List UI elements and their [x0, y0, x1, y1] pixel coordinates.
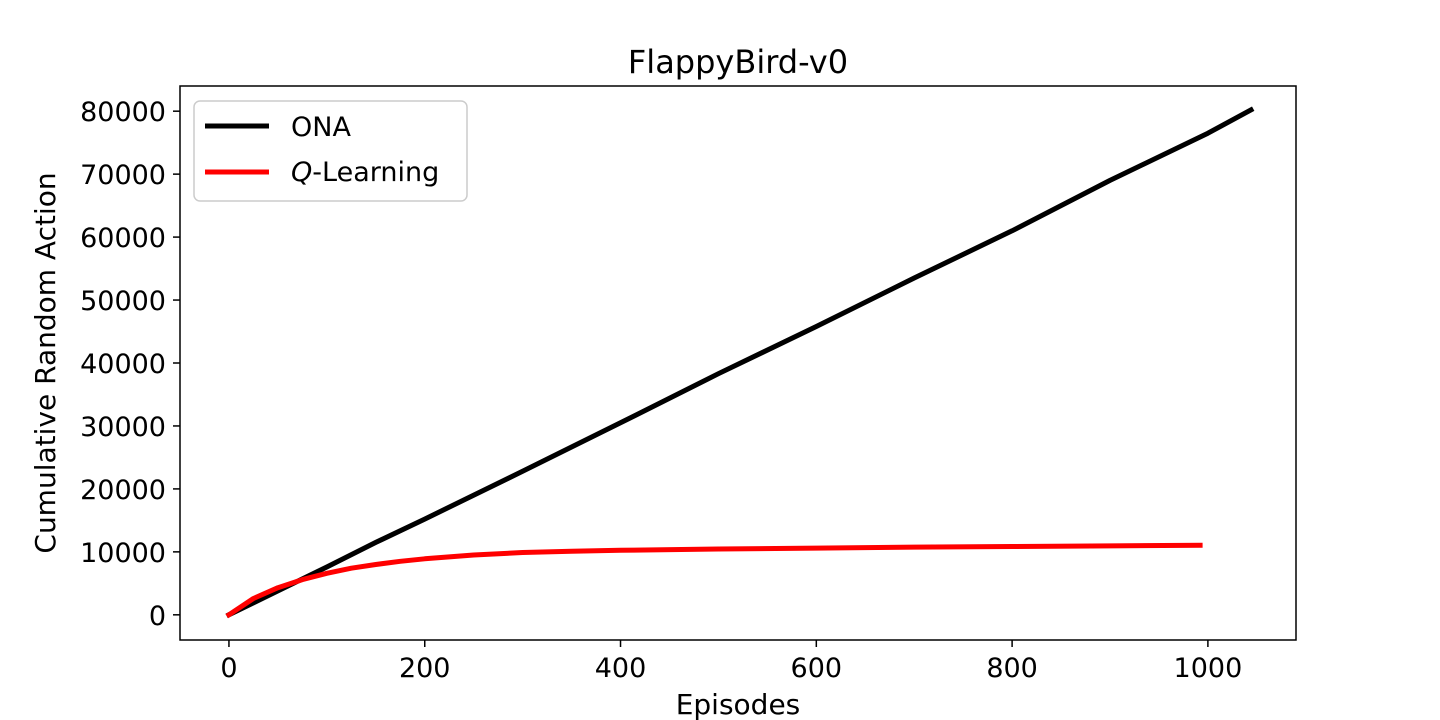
y-tick-label: 80000: [80, 97, 166, 128]
y-tick-label: 0: [149, 601, 166, 632]
y-tick-label: 50000: [80, 286, 166, 317]
y-tick-label: 60000: [80, 223, 166, 254]
series-line-q-learning: [225, 542, 1203, 619]
y-tick-label: 20000: [80, 475, 166, 506]
y-tick-label: 70000: [80, 160, 166, 191]
y-tick-label: 30000: [80, 412, 166, 443]
x-tick-label: 1000: [1174, 653, 1243, 684]
legend-label-q-learning-suffix: -Learning: [312, 157, 439, 188]
y-tick-label: 10000: [80, 538, 166, 569]
legend-label-ona: ONA: [291, 112, 351, 143]
x-tick-label: 800: [986, 653, 1038, 684]
x-tick-label: 0: [220, 653, 237, 684]
x-axis-label: Episodes: [676, 688, 801, 720]
x-tick-label: 400: [595, 653, 647, 684]
legend: ONA Q-Learning: [193, 100, 468, 202]
series-line-ona: [225, 106, 1255, 619]
legend-label-q-learning-prefix: Q: [291, 157, 312, 188]
y-axis-label: Cumulative Random Action: [29, 172, 62, 553]
plot-lines: [225, 106, 1255, 619]
x-axis: 0 200 400 600 800 1000: [220, 640, 1242, 684]
legend-label-q-learning: Q-Learning: [291, 157, 439, 188]
y-axis: 0 10000 20000 30000 40000 50000 60000 70000 8000…: [80, 97, 180, 632]
chart-title: FlappyBird-v0: [628, 43, 848, 81]
x-tick-label: 200: [399, 653, 451, 684]
x-tick-label: 600: [791, 653, 843, 684]
y-tick-label: 40000: [80, 349, 166, 380]
